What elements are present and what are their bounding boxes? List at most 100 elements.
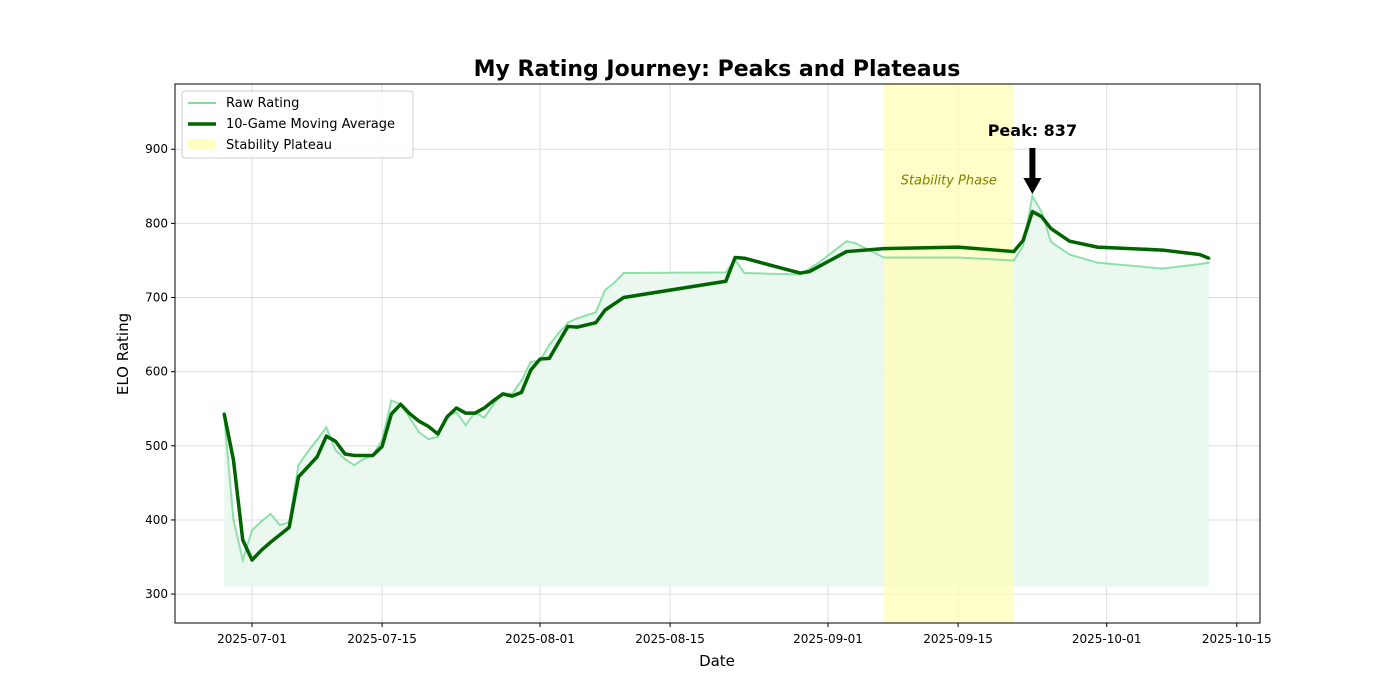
raw-rating-point: [1050, 241, 1052, 243]
moving-average-point: [1030, 210, 1034, 214]
raw-rating-point: [585, 314, 588, 317]
moving-average-point: [956, 245, 960, 249]
stability-phase-label: Stability Phase: [901, 173, 997, 188]
x-tick-label: 2025-10-01: [1072, 632, 1142, 646]
moving-average-point: [343, 452, 347, 456]
moving-average-point: [371, 453, 375, 457]
raw-rating-point: [1198, 263, 1201, 265]
raw-rating-point: [1161, 267, 1164, 270]
raw-rating-point: [520, 379, 523, 382]
moving-average-point: [482, 406, 486, 410]
raw-rating-point: [1040, 211, 1043, 214]
x-axis-label: Date: [699, 652, 735, 670]
raw-rating-point: [232, 519, 235, 521]
moving-average-point: [807, 270, 811, 274]
moving-average-point: [408, 412, 412, 416]
raw-rating-point: [882, 256, 885, 259]
moving-average-point: [417, 419, 421, 423]
raw-rating-point: [483, 416, 486, 419]
raw-rating-point: [492, 403, 495, 406]
x-tick-label: 2025-07-01: [217, 632, 287, 646]
raw-rating-point: [325, 426, 328, 429]
moving-average-point: [1068, 239, 1072, 243]
raw-rating-point: [845, 240, 848, 242]
raw-rating-point: [279, 524, 281, 526]
moving-average-point: [742, 256, 746, 260]
moving-average-point: [501, 392, 505, 396]
raw-rating-point: [529, 361, 532, 363]
moving-average-point: [427, 425, 431, 429]
moving-average-point: [1198, 253, 1202, 257]
moving-average-point: [1207, 256, 1211, 260]
raw-rating-point: [604, 289, 606, 291]
moving-average-point: [296, 475, 300, 479]
y-axis-label: ELO Rating: [114, 313, 132, 395]
raw-rating-point: [455, 411, 458, 414]
stability-plateau-band: [883, 84, 1014, 623]
raw-rating-point: [725, 271, 727, 274]
moving-average-point: [1160, 248, 1164, 252]
x-tick-label: 2025-08-01: [505, 632, 575, 646]
raw-rating-point: [427, 438, 430, 440]
raw-rating-point: [594, 311, 597, 314]
raw-rating-point: [1013, 259, 1015, 262]
y-tick-label: 900: [145, 142, 168, 156]
moving-average-point: [575, 325, 579, 329]
x-tick-label: 2025-09-15: [923, 632, 993, 646]
moving-average-point: [519, 390, 523, 394]
peak-arrow-head: [1023, 177, 1042, 194]
raw-rating-point: [418, 431, 421, 434]
moving-average-point: [315, 455, 319, 459]
moving-average-point: [724, 279, 728, 283]
raw-rating-fill: [224, 195, 1209, 587]
raw-rating-point: [464, 424, 467, 426]
moving-average-point: [269, 540, 273, 544]
moving-average-point: [445, 415, 449, 419]
raw-rating-point: [1096, 261, 1099, 264]
raw-rating-point: [548, 344, 551, 346]
moving-average-point: [399, 402, 403, 406]
moving-average-point: [464, 411, 468, 415]
moving-average-point: [594, 321, 598, 325]
moving-average-point: [603, 308, 607, 312]
moving-average-point: [324, 434, 328, 438]
moving-average-point: [492, 399, 496, 403]
moving-average-point: [222, 412, 226, 416]
moving-average-point: [1012, 250, 1016, 254]
moving-average-point: [334, 439, 338, 443]
moving-average-point: [259, 548, 263, 552]
y-tick-label: 400: [145, 513, 168, 527]
peak-label: Peak: 837: [988, 121, 1077, 140]
moving-average-point: [389, 412, 393, 416]
moving-average-point: [566, 324, 570, 328]
y-tick-label: 800: [145, 216, 168, 230]
moving-average-point: [436, 432, 440, 436]
moving-average-point: [798, 271, 802, 275]
x-tick-label: 2025-09-01: [793, 632, 863, 646]
y-tick-label: 700: [145, 291, 168, 305]
raw-rating-point: [613, 281, 616, 284]
raw-rating-point: [622, 272, 625, 274]
moving-average-point: [241, 538, 245, 542]
y-tick-label: 600: [145, 365, 168, 379]
moving-average-point: [287, 525, 291, 529]
raw-rating-point: [567, 321, 569, 324]
raw-rating-point: [855, 242, 857, 245]
moving-average-point: [380, 445, 384, 449]
raw-rating-point: [557, 332, 560, 334]
raw-rating-point: [306, 450, 309, 453]
moving-average-point: [250, 558, 254, 562]
moving-average-point: [1095, 245, 1099, 249]
moving-average-point: [473, 411, 477, 415]
raw-rating-point: [957, 256, 959, 259]
raw-rating-point: [260, 520, 263, 523]
raw-rating-point: [817, 261, 820, 264]
moving-average-point: [352, 453, 356, 457]
raw-rating-point: [297, 464, 300, 466]
raw-rating-point: [437, 436, 439, 438]
legend-raw-label: Raw Rating: [226, 96, 299, 111]
moving-average-point: [454, 406, 458, 410]
moving-average-point: [882, 247, 886, 251]
y-tick-label: 500: [145, 439, 168, 453]
